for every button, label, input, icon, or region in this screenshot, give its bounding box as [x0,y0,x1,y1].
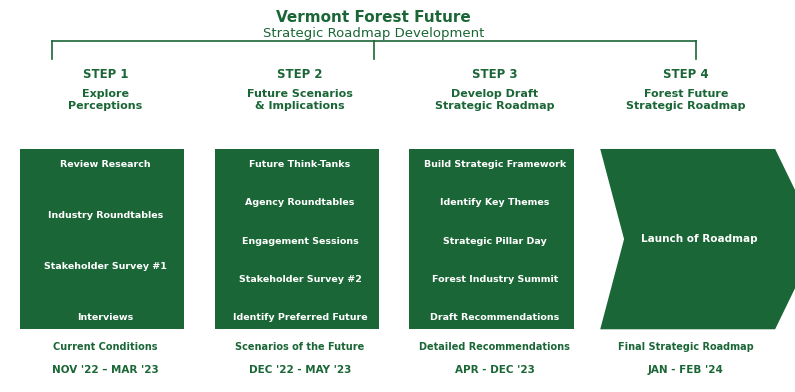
Text: Launch of Roadmap: Launch of Roadmap [642,234,758,244]
Text: Strategic Pillar Day: Strategic Pillar Day [443,237,547,245]
Text: Scenarios of the Future: Scenarios of the Future [235,342,365,352]
Text: Detailed Recommendations: Detailed Recommendations [420,342,570,352]
Text: Interviews: Interviews [77,313,134,322]
Text: Engagement Sessions: Engagement Sessions [242,237,359,245]
Text: Develop Draft
Strategic Roadmap: Develop Draft Strategic Roadmap [435,89,555,111]
Text: Agency Roundtables: Agency Roundtables [246,198,355,207]
Text: Vermont Forest Future: Vermont Forest Future [277,10,471,25]
Text: Build Strategic Framework: Build Strategic Framework [424,160,566,169]
FancyBboxPatch shape [20,149,184,329]
Text: JAN - FEB '24: JAN - FEB '24 [648,365,723,376]
Polygon shape [600,149,795,329]
Text: STEP 4: STEP 4 [663,68,708,81]
FancyBboxPatch shape [215,149,379,329]
Text: Industry Roundtables: Industry Roundtables [48,211,163,220]
Text: Review Research: Review Research [60,160,150,169]
Text: NOV '22 – MAR '23: NOV '22 – MAR '23 [52,365,159,376]
Text: Stakeholder Survey #2: Stakeholder Survey #2 [238,275,362,284]
Text: STEP 3: STEP 3 [472,68,518,81]
FancyBboxPatch shape [409,149,574,329]
Text: Future Think-Tanks: Future Think-Tanks [250,160,351,169]
Text: Explore
Perceptions: Explore Perceptions [68,89,142,111]
Text: Strategic Roadmap Development: Strategic Roadmap Development [263,27,484,40]
Text: DEC '22 - MAY '23: DEC '22 - MAY '23 [249,365,351,376]
Text: STEP 2: STEP 2 [277,68,323,81]
Text: Stakeholder Survey #1: Stakeholder Survey #1 [44,262,167,271]
Text: Forest Industry Summit: Forest Industry Summit [432,275,558,284]
Text: Identify Key Themes: Identify Key Themes [440,198,549,207]
Text: Future Scenarios
& Implications: Future Scenarios & Implications [247,89,353,111]
Text: Identify Preferred Future: Identify Preferred Future [233,313,367,322]
Text: STEP 1: STEP 1 [83,68,128,81]
Text: Forest Future
Strategic Roadmap: Forest Future Strategic Roadmap [626,89,746,111]
Text: APR - DEC '23: APR - DEC '23 [455,365,535,376]
Text: Final Strategic Roadmap: Final Strategic Roadmap [618,342,754,352]
Text: Draft Recommendations: Draft Recommendations [430,313,560,322]
Text: Current Conditions: Current Conditions [53,342,157,352]
